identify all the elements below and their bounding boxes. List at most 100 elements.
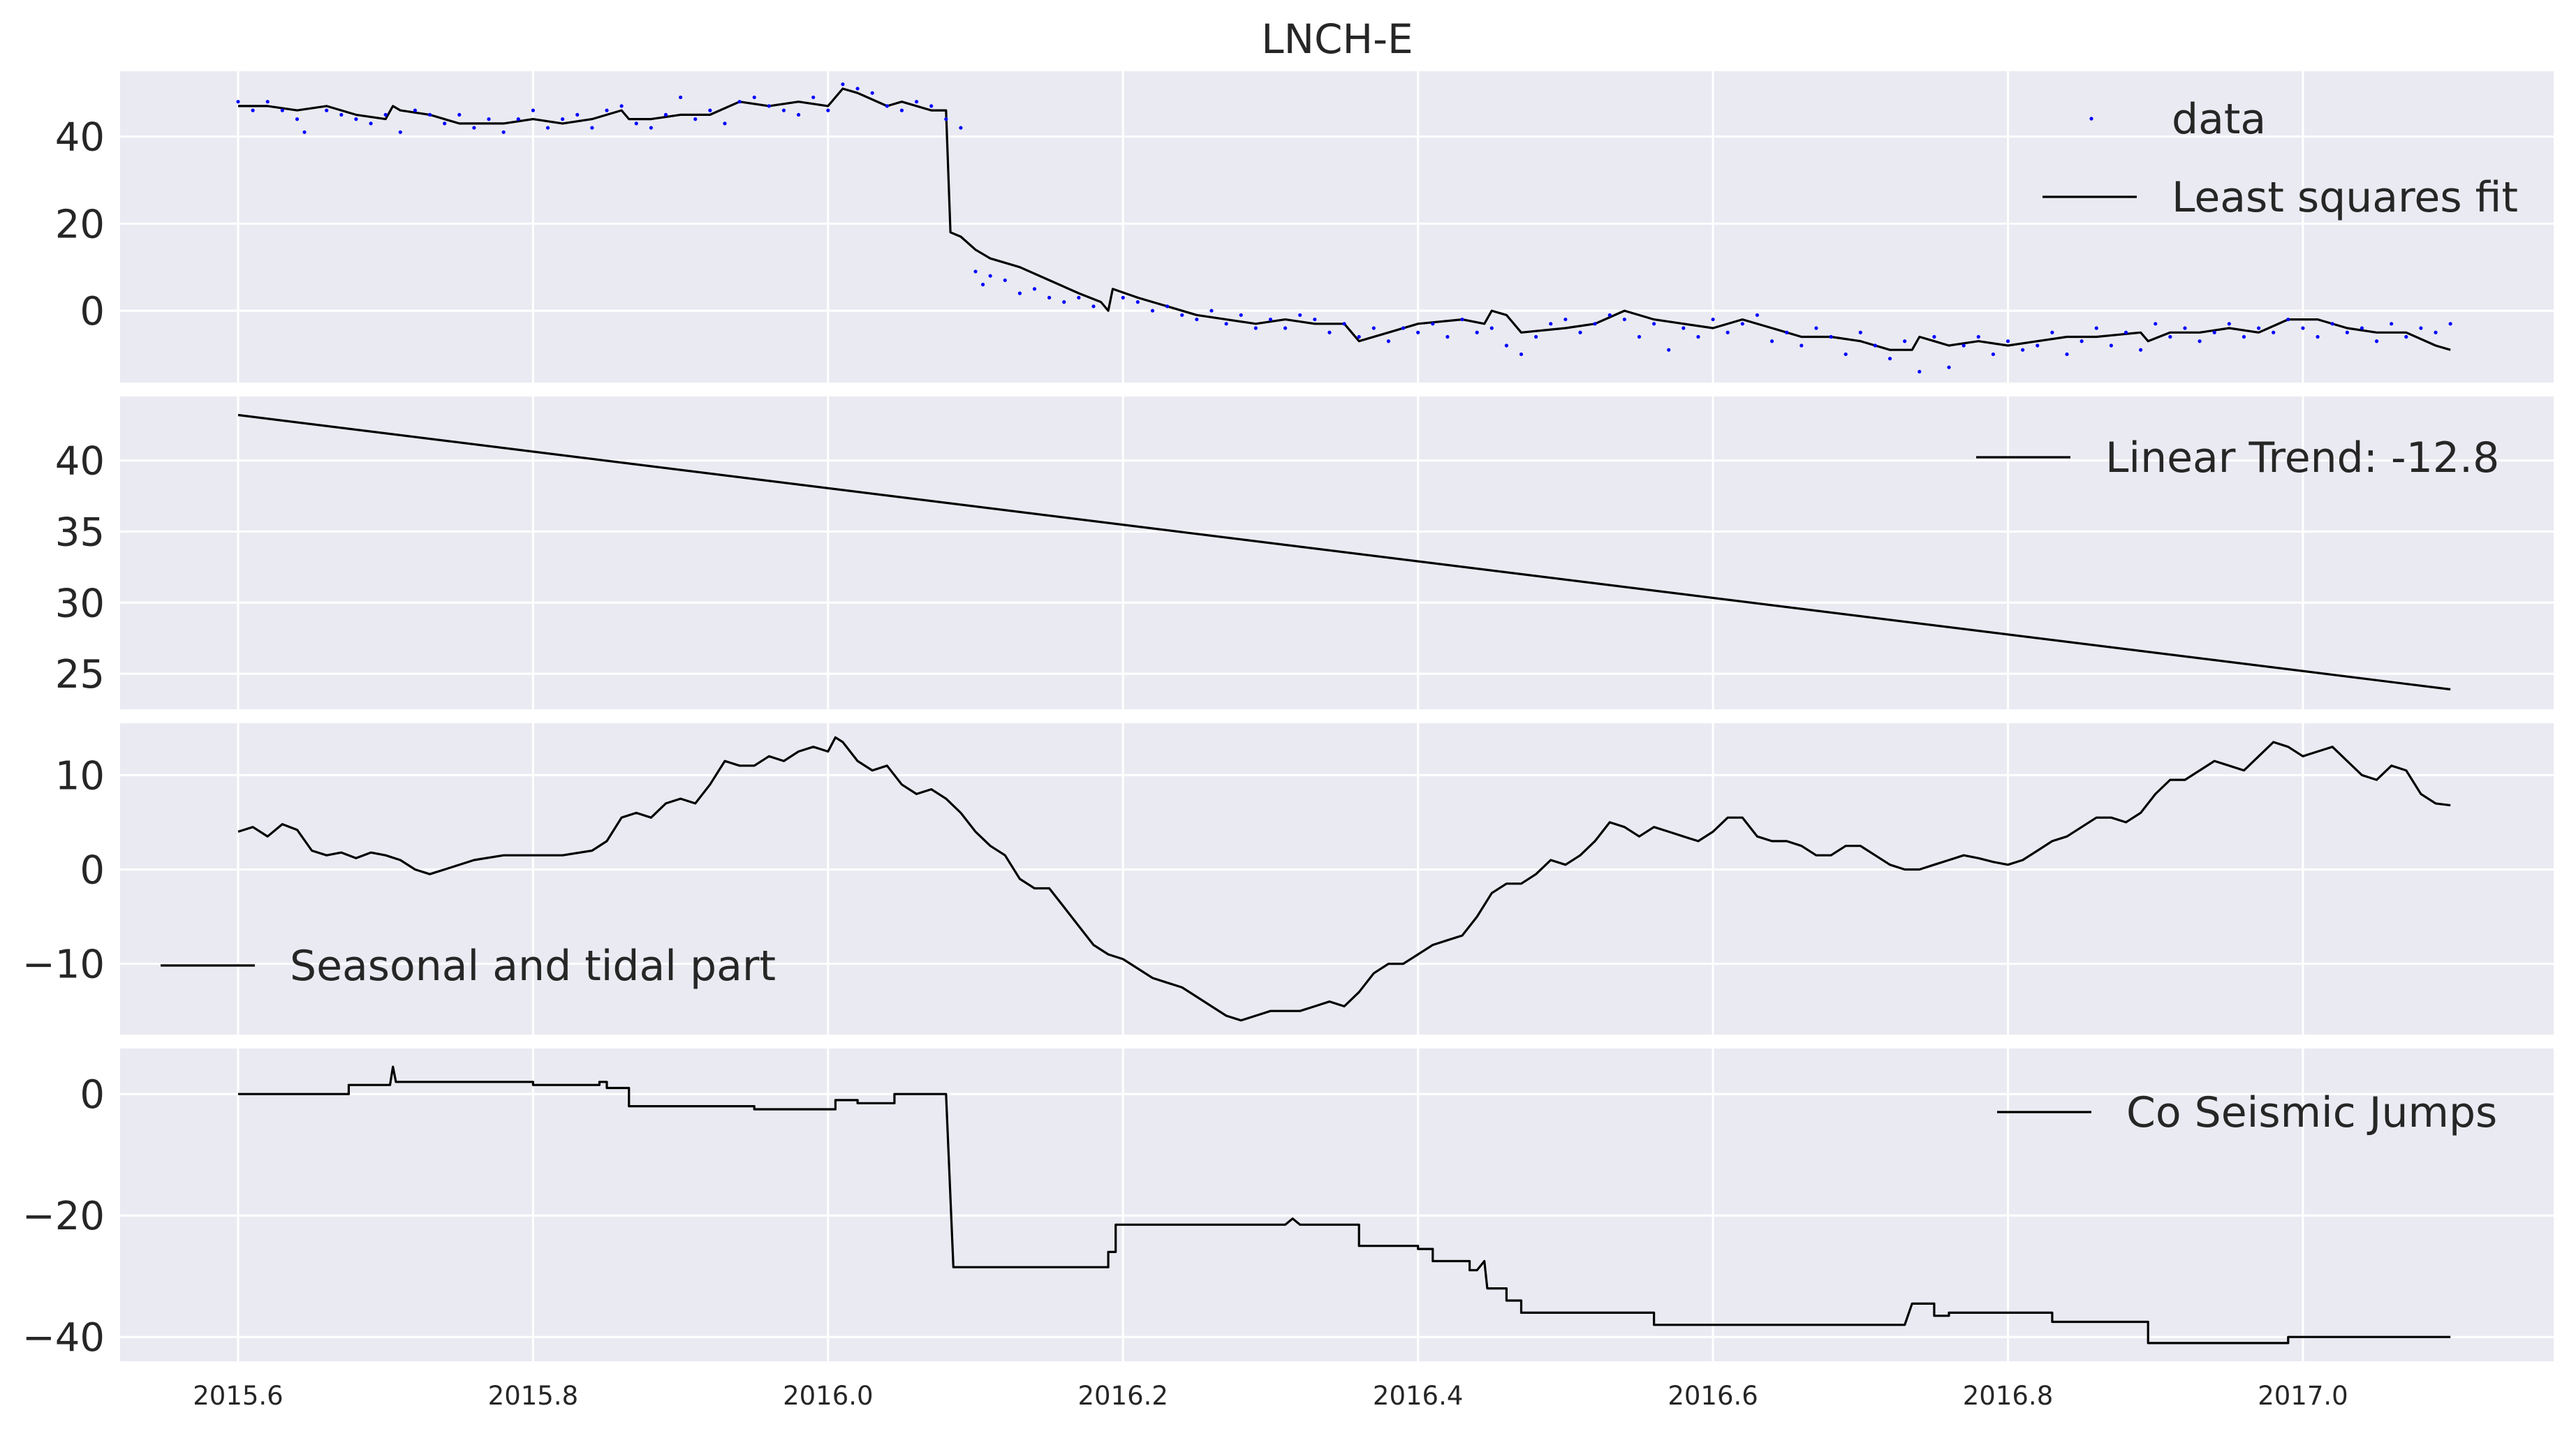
data-point (944, 117, 948, 121)
data-point (988, 274, 992, 278)
data-point (501, 130, 506, 134)
x-tick-label: 2016.2 (1078, 1381, 1168, 1411)
data-point (1991, 352, 1995, 357)
data-point (1386, 339, 1391, 343)
data-point (2036, 343, 2040, 348)
data-point (1003, 278, 1007, 283)
data-point (708, 108, 712, 112)
data-point (2345, 330, 2349, 334)
data-point (1298, 313, 1302, 317)
data-point (2301, 326, 2305, 330)
y-tick-label: 10 (55, 753, 105, 799)
data-point (1077, 295, 1081, 299)
legend-label: data (2172, 95, 2266, 144)
subplot-4: −40 −20 0 Co Seismic Jumps 2015.6 2015.8 2016.… (22, 1049, 2554, 1411)
data-point (1769, 339, 1774, 343)
data-point (781, 108, 786, 112)
data-point (1829, 334, 1833, 339)
data-point (590, 126, 594, 130)
data-point (1135, 300, 1140, 304)
series-line (238, 1065, 2451, 1345)
data-point (1903, 339, 1907, 343)
data-point (1814, 326, 1818, 330)
data-point (1785, 330, 1789, 334)
data-point (1976, 334, 1980, 339)
data-point (1032, 287, 1037, 291)
legend: data Least squares fit (2043, 95, 2518, 222)
data-point (1195, 317, 1199, 322)
data-point (472, 126, 476, 130)
x-tick-label: 2016.0 (783, 1381, 873, 1411)
data-point (1652, 322, 1656, 326)
data-point (723, 121, 727, 126)
legend: Co Seismic Jumps (1997, 1088, 2497, 1137)
data-point (531, 108, 535, 112)
data-point (1740, 322, 1744, 326)
data-point (265, 100, 270, 104)
data-point (1209, 309, 1214, 313)
x-tick-label: 2017.0 (2258, 1381, 2348, 1411)
data-point (619, 104, 624, 108)
data-point (1549, 322, 1553, 326)
y-tick-label: 30 (55, 581, 105, 626)
data-point (1062, 300, 1066, 304)
legend-label: Seasonal and tidal part (290, 942, 776, 991)
subplot-2: 25 30 35 40 Linear Trend: -12.8 (55, 397, 2554, 709)
data-point (427, 112, 432, 117)
data-point (369, 121, 373, 126)
series-line (237, 413, 2451, 691)
data-point (1563, 317, 1568, 322)
legend: Seasonal and tidal part (161, 942, 776, 991)
data-point (959, 126, 963, 130)
data-point (354, 117, 358, 121)
data-point (236, 100, 240, 104)
data-point (1283, 326, 1288, 330)
data-point (280, 108, 284, 112)
plot-area (120, 71, 2554, 383)
data-point (1578, 330, 1582, 334)
data-point (1357, 334, 1361, 339)
data-point (2419, 326, 2423, 330)
data-point (634, 121, 638, 126)
data-point (2256, 326, 2261, 330)
series-line (237, 736, 2451, 1022)
data-point (885, 104, 889, 108)
data-point (295, 117, 300, 121)
legend-label: Co Seismic Jumps (2126, 1088, 2497, 1137)
data-point (811, 95, 816, 100)
y-tick-label: 35 (55, 510, 105, 555)
data-point (973, 269, 978, 274)
data-point (1475, 330, 1479, 334)
data-point (663, 112, 668, 117)
data-point (870, 91, 874, 95)
legend-label: Least squares fit (2172, 173, 2518, 222)
data-point (1947, 365, 1951, 369)
data-point (2198, 339, 2202, 343)
data-point (1887, 357, 1892, 361)
data-point (1313, 317, 1317, 322)
chart-title: LNCH-E (1261, 15, 1413, 63)
data-point (1607, 313, 1612, 317)
data-point (2005, 339, 2010, 343)
y-tick-label: 25 (55, 652, 105, 697)
data-point (914, 100, 919, 104)
data-point (693, 117, 698, 121)
data-point (1918, 369, 1922, 374)
series-line (238, 87, 2451, 351)
data-point (325, 108, 329, 112)
data-point (1962, 343, 1966, 348)
data-point (1445, 334, 1450, 339)
data-point (841, 82, 845, 87)
data-point (457, 112, 462, 117)
data-point (2154, 322, 2158, 326)
data-point (752, 95, 756, 100)
data-point (1873, 343, 1878, 348)
data-point (1489, 326, 1494, 330)
y-tick-label: −40 (22, 1315, 105, 1361)
data-point (1121, 295, 1125, 299)
legend-marker (2089, 117, 2093, 121)
legend-label: Linear Trend: -12.8 (2105, 434, 2499, 482)
data-point (1165, 304, 1170, 309)
data-point (1239, 313, 1243, 317)
